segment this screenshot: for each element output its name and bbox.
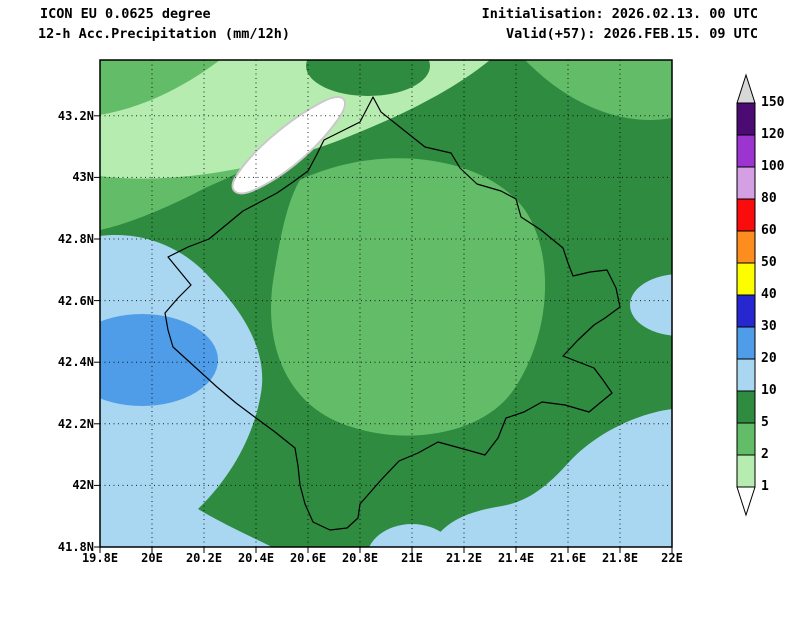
colorbar-cell-30-40 [736, 294, 756, 328]
colorbar-boundary-label: 40 [761, 287, 777, 302]
colorbar-boundary-label: 30 [761, 319, 777, 334]
field-2-5-northeast [525, 60, 672, 120]
colorbar-cell-100-120 [736, 134, 756, 168]
field-5-10-topcentre [306, 60, 430, 96]
model-title: ICON EU 0.0625 degree [40, 6, 211, 22]
colorbar-boundary-label: 20 [761, 351, 777, 366]
colorbar-boundary-label: 80 [761, 191, 777, 206]
kosovo-border [164, 96, 621, 531]
x-tick-label: 21E [401, 551, 423, 565]
colorbar-boundary-label: 10 [761, 383, 777, 398]
x-tick-label: 22E [661, 551, 683, 565]
precipitation-map [94, 59, 673, 553]
colorbar-boundary-label: 50 [761, 255, 777, 270]
field-20-30-west-core [100, 314, 218, 406]
field-under1-streak [231, 96, 346, 195]
valid-time: Valid(+57): 2026.FEB.15. 09 UTC [506, 26, 758, 42]
colorbar-boundary-label: 2 [761, 447, 769, 462]
colorbar-under-triangle [736, 486, 756, 517]
colorbar-cell-120-150 [736, 102, 756, 136]
x-tick-label: 21.4E [497, 551, 535, 565]
colorbar-cell-60-80 [736, 198, 756, 232]
colorbar-cell-40-50 [736, 262, 756, 296]
axis-tick-marks [94, 115, 673, 553]
y-tick-label: 43N [72, 170, 94, 185]
colorbar-boundary-label: 1 [761, 479, 769, 494]
y-tick-label: 41.8N [57, 540, 94, 554]
init-time: Initialisation: 2026.02.13. 00 UTC [481, 6, 758, 22]
colorbar [736, 73, 756, 517]
colorbar-boundary-label: 5 [761, 415, 769, 430]
field-2-5-nw-corner [100, 60, 220, 115]
colorbar-cell-1-2 [736, 454, 756, 488]
product-title: 12-h Acc.Precipitation (mm/12h) [38, 26, 290, 42]
x-tick-label: 20.4E [237, 551, 275, 565]
x-tick-label: 21.2E [445, 551, 483, 565]
y-tick-label: 42.8N [57, 232, 94, 246]
colorbar-boundary-label: 150 [761, 95, 785, 110]
field-2-5-central [271, 158, 546, 436]
y-tick-label: 42.4N [57, 355, 94, 370]
colorbar-boundary-label: 100 [761, 159, 785, 174]
colorbar-cells [736, 102, 756, 488]
x-tick-label: 19.8E [81, 551, 119, 565]
colorbar-boundary-label: 120 [761, 127, 785, 142]
colorbar-over-triangle [736, 73, 756, 104]
colorbar-cell-50-60 [736, 230, 756, 264]
x-tick-label: 21.6E [549, 551, 587, 565]
colorbar-cell-80-100 [736, 166, 756, 200]
y-tick-label: 43.2N [57, 108, 94, 123]
colorbar-cell-20-30 [736, 326, 756, 360]
y-tick-label: 42.6N [57, 293, 94, 308]
field-10-20-bottomright [430, 409, 672, 547]
plot-frame [99, 59, 673, 548]
field-10-20-rightedge [630, 274, 672, 336]
colorbar-cell-5-10 [736, 390, 756, 424]
x-tick-label: 20.2E [185, 551, 223, 565]
x-tick-label: 20.8E [341, 551, 379, 565]
colorbar-boundary-label: 60 [761, 223, 777, 238]
x-tick-label: 20.6E [289, 551, 327, 565]
x-tick-label: 20E [141, 551, 163, 565]
dotted-graticule [100, 60, 672, 547]
x-tick-label: 21.8E [601, 551, 639, 565]
colorbar-cell-10-20 [736, 358, 756, 392]
colorbar-cell-2-5 [736, 422, 756, 456]
y-tick-label: 42.2N [57, 416, 94, 431]
y-tick-label: 42N [72, 478, 94, 493]
